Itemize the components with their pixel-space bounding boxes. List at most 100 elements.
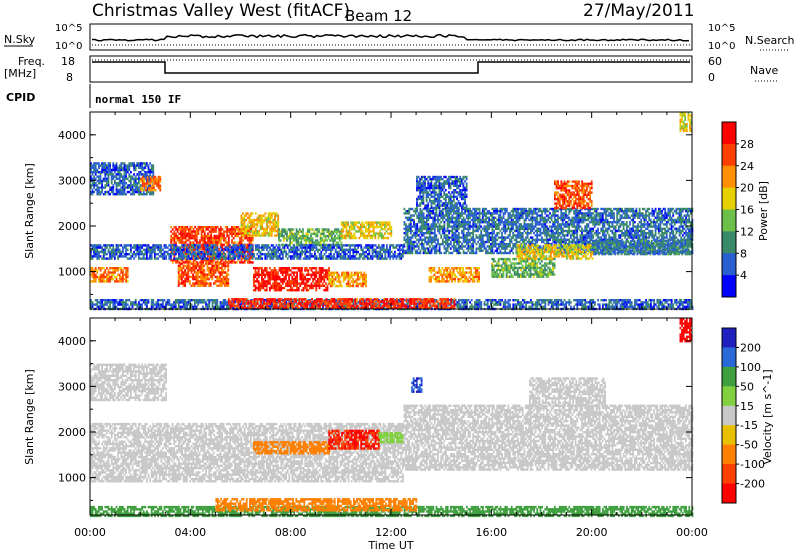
data-cell	[661, 306, 663, 308]
data-cell	[157, 244, 159, 246]
data-cell	[312, 239, 314, 241]
data-cell	[296, 274, 298, 276]
data-cell	[96, 253, 98, 255]
data-cell	[305, 235, 307, 237]
data-cell	[341, 272, 343, 274]
data-cell	[108, 271, 110, 273]
data-cell	[430, 300, 432, 302]
data-cell	[368, 257, 370, 259]
data-cell	[549, 299, 551, 301]
data-cell	[112, 251, 114, 253]
data-cell	[221, 271, 223, 273]
data-cell	[274, 271, 276, 273]
data-cell	[95, 249, 97, 251]
data-cell	[320, 274, 322, 276]
data-cell	[560, 299, 562, 301]
data-cell	[364, 253, 366, 255]
data-cell	[552, 303, 554, 305]
data-cell	[275, 278, 277, 280]
data-cell	[98, 276, 100, 278]
data-cell	[111, 253, 113, 255]
data-cell	[289, 231, 291, 233]
freq-tick-top: 18	[61, 55, 75, 68]
data-cell	[213, 265, 215, 267]
data-cell	[418, 303, 420, 305]
data-cell	[308, 246, 310, 248]
data-cell	[116, 246, 118, 248]
data-cell	[323, 278, 325, 280]
data-cell	[381, 226, 383, 228]
data-cell	[277, 271, 279, 273]
data-cell	[124, 274, 126, 276]
data-cell	[263, 215, 265, 217]
data-cell	[350, 237, 352, 239]
data-cell	[160, 253, 162, 255]
data-cell	[258, 285, 260, 287]
data-cell	[474, 301, 476, 303]
data-cell	[389, 255, 391, 257]
data-cell	[306, 267, 308, 269]
data-cell	[336, 244, 338, 246]
data-cell	[573, 306, 575, 308]
data-cell	[275, 289, 277, 291]
data-cell	[93, 276, 95, 278]
data-cell	[293, 282, 295, 284]
data-cell	[339, 233, 341, 235]
data-cell	[100, 276, 102, 278]
data-cell	[380, 300, 382, 302]
data-cell	[154, 257, 156, 259]
data-cell	[343, 249, 345, 251]
data-cell	[189, 253, 191, 255]
data-cell	[376, 253, 378, 255]
data-cell	[604, 299, 606, 301]
data-cell	[658, 303, 660, 305]
data-cell	[120, 267, 122, 269]
data-cell	[223, 237, 225, 239]
data-cell	[285, 251, 287, 253]
data-cell	[340, 276, 342, 278]
data-cell	[208, 306, 210, 308]
data-cell	[410, 300, 412, 302]
data-cell	[392, 257, 394, 259]
data-cell	[331, 233, 333, 235]
data-cell	[249, 259, 251, 261]
data-cell	[269, 253, 271, 255]
data-cell	[223, 269, 225, 271]
data-cell	[264, 246, 266, 248]
data-cell	[104, 246, 106, 248]
data-cell	[287, 246, 289, 248]
data-cell	[351, 244, 353, 246]
data-cell	[391, 251, 393, 253]
data-cell	[238, 303, 240, 305]
data-cell	[111, 244, 113, 246]
data-cell	[261, 271, 263, 273]
data-cell	[247, 257, 249, 259]
data-cell	[277, 223, 279, 225]
data-cell	[174, 230, 176, 232]
data-cell	[256, 278, 258, 280]
data-cell	[250, 226, 252, 228]
data-cell	[276, 230, 278, 232]
data-cell	[144, 251, 146, 253]
data-cell	[104, 280, 106, 282]
data-cell	[322, 300, 324, 302]
data-cell	[354, 244, 356, 246]
data-cell	[288, 235, 290, 237]
data-cell	[263, 282, 265, 284]
data-cell	[304, 239, 306, 241]
data-cell	[315, 271, 317, 273]
data-cell	[241, 221, 243, 223]
data-cell	[548, 301, 550, 303]
data-cell	[271, 226, 273, 228]
data-cell	[297, 239, 299, 241]
data-cell	[305, 305, 307, 307]
data-cell	[244, 244, 246, 246]
data-cell	[324, 249, 326, 251]
data-cell	[245, 226, 247, 228]
data-cell	[170, 235, 172, 237]
data-cell	[100, 274, 102, 276]
data-cell	[236, 261, 238, 263]
data-cell	[268, 255, 270, 257]
data-cell	[351, 300, 353, 302]
data-cell	[260, 253, 262, 255]
